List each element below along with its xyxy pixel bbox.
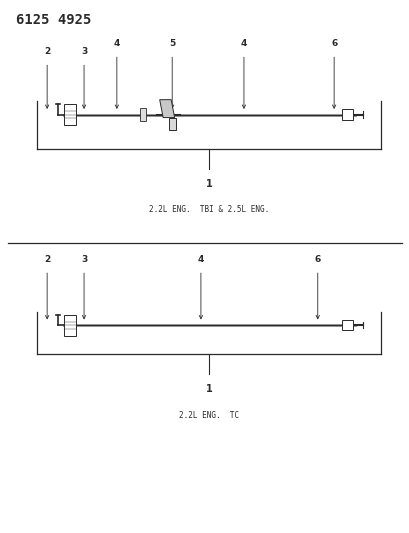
Text: 4: 4 [113, 39, 120, 48]
Bar [64, 104, 75, 125]
Polygon shape [169, 118, 175, 130]
Bar [342, 109, 352, 120]
Text: 2.2L ENG.  TBI & 2.5L ENG.: 2.2L ENG. TBI & 2.5L ENG. [148, 205, 269, 214]
Text: 2: 2 [44, 255, 50, 264]
Bar [342, 320, 352, 330]
Text: 4: 4 [240, 39, 247, 48]
Text: 4: 4 [197, 255, 204, 264]
Text: 2.2L ENG.  TC: 2.2L ENG. TC [179, 411, 238, 421]
Text: 6: 6 [330, 39, 337, 48]
Polygon shape [159, 100, 174, 118]
Text: 6: 6 [314, 255, 320, 264]
Text: 1: 1 [205, 179, 212, 189]
Text: 5: 5 [169, 39, 175, 48]
Text: 3: 3 [81, 255, 87, 264]
Bar [64, 314, 75, 336]
Text: 1: 1 [205, 384, 212, 394]
Text: 6125 4925: 6125 4925 [16, 13, 92, 27]
Text: 2: 2 [44, 47, 50, 56]
Text: 3: 3 [81, 47, 87, 56]
Bar [139, 108, 146, 121]
